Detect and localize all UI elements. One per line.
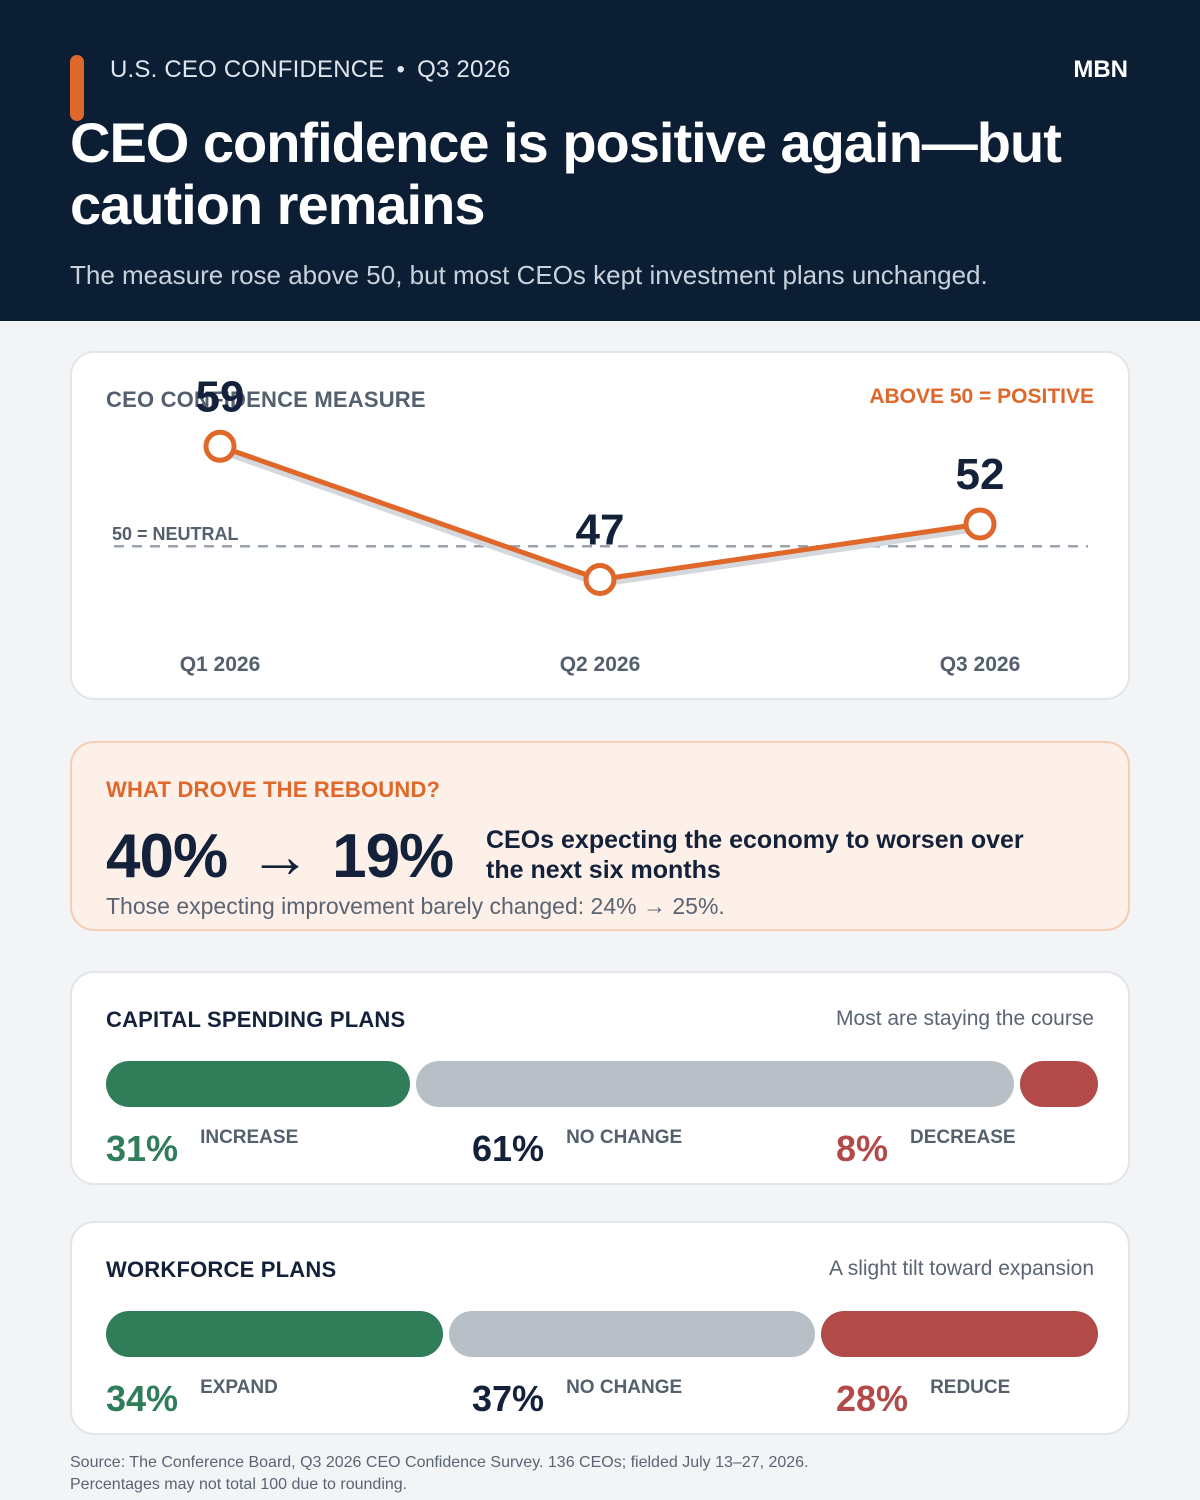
segment-label: 8% DECREASE: [836, 1127, 1016, 1169]
workforce-card-title: WORKFORCE PLANS: [106, 1257, 337, 1282]
x-tick-label: Q2 2026: [560, 653, 641, 676]
driver-card: WHAT DROVE THE REBOUND? 40% → 19% CEOs exp…: [70, 741, 1130, 931]
capex-card-title: CAPITAL SPENDING PLANS: [106, 1007, 406, 1032]
segment-percent: 34%: [106, 1378, 179, 1419]
kicker-separator: •: [396, 56, 406, 83]
bar-segment: [106, 1311, 443, 1357]
segment-category: NO CHANGE: [566, 1377, 683, 1398]
improvement-footnote: Those expecting improvement barely chang…: [106, 893, 725, 919]
driver-card-title: WHAT DROVE THE REBOUND?: [106, 777, 441, 802]
data-label: 59: [196, 372, 245, 421]
worsen-change-description: CEOs expecting the economy to worsen ove…: [486, 826, 1024, 884]
arrow-right-icon: →: [249, 822, 311, 891]
accent-bar: [70, 55, 84, 121]
source-line: Source: The Conference Board, Q3 2026 CE…: [70, 1454, 809, 1471]
source-note: Source: The Conference Board, Q3 2026 CE…: [70, 1452, 809, 1496]
bar-segment: [415, 1061, 1014, 1107]
confidence-line-chart: 50 = NEUTRAL 59 Q1 2026 47 Q2 2026 52 Q3 2026: [112, 372, 1088, 676]
data-label: 47: [576, 506, 625, 555]
segment-percent: 31%: [106, 1128, 179, 1169]
data-point: [963, 507, 997, 541]
segment-percent: 8%: [836, 1128, 889, 1169]
rounding-note: Percentages may not total 100 due to rou…: [70, 1476, 408, 1493]
segment-label: 34% EXPAND: [106, 1377, 278, 1419]
bar-segment: [820, 1311, 1098, 1357]
segment-category: NO CHANGE: [566, 1127, 683, 1148]
segment-label: 31% INCREASE: [106, 1127, 299, 1169]
capex-stacked-bar: 31% INCREASE 61% NO CHANGE 8% DECREASE: [106, 1061, 1098, 1169]
segment-category: DECREASE: [910, 1127, 1016, 1148]
bar-segment: [106, 1061, 410, 1107]
kicker-period: Q3 2026: [417, 56, 511, 83]
confidence-card-note: ABOVE 50 = POSITIVE: [869, 385, 1094, 408]
workforce-card-note: A slight tilt toward expansion: [829, 1257, 1094, 1280]
workforce-stacked-bar: 34% EXPAND 37% NO CHANGE 28% REDUCE: [106, 1311, 1098, 1419]
bar-segment: [448, 1311, 815, 1357]
segment-percent: 37%: [472, 1378, 545, 1419]
page-subtitle: The measure rose above 50, but most CEOs…: [70, 260, 988, 290]
segment-category: EXPAND: [200, 1377, 278, 1398]
data-point: [583, 563, 617, 596]
worsen-change-figure: 40% → 19%: [106, 821, 454, 892]
worsen-from-value: 40%: [106, 822, 228, 891]
segment-category: INCREASE: [200, 1127, 299, 1148]
kicker: U.S. CEO CONFIDENCE • Q3 2026: [110, 56, 511, 84]
worsen-to-value: 19%: [332, 822, 454, 891]
data-label: 52: [956, 450, 1005, 499]
confidence-card: CEO CONFIDENCE MEASURE ABOVE 50 = POSITI…: [70, 351, 1130, 700]
confidence-card-title: CEO CONFIDENCE MEASURE: [106, 387, 426, 412]
segment-percent: 28%: [836, 1378, 909, 1419]
segment-label: 28% REDUCE: [836, 1377, 1011, 1419]
neutral-reference-label: 50 = NEUTRAL: [112, 524, 239, 544]
segment-label: 37% NO CHANGE: [472, 1377, 683, 1419]
segment-category: REDUCE: [930, 1377, 1011, 1398]
page-title: CEO confidence is positive again—but cau…: [70, 111, 1062, 236]
capex-card: CAPITAL SPENDING PLANS Most are staying …: [70, 971, 1130, 1185]
capex-card-note: Most are staying the course: [836, 1007, 1094, 1030]
data-point: [203, 429, 237, 463]
brand-logo: MBN: [1073, 56, 1128, 83]
workforce-card: WORKFORCE PLANS A slight tilt toward exp…: [70, 1221, 1130, 1435]
header-banner: U.S. CEO CONFIDENCE • Q3 2026 MBN CEO conf…: [0, 0, 1200, 321]
segment-label: 61% NO CHANGE: [472, 1127, 683, 1169]
bar-segment: [1019, 1061, 1098, 1107]
kicker-topic: U.S. CEO CONFIDENCE: [110, 56, 385, 83]
x-tick-label: Q1 2026: [180, 653, 261, 676]
x-tick-label: Q3 2026: [940, 653, 1021, 676]
segment-percent: 61%: [472, 1128, 545, 1169]
